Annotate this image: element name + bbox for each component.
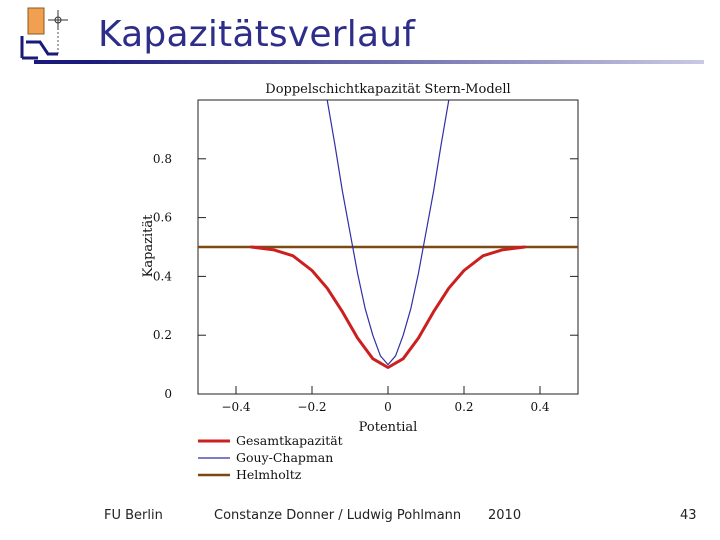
footer-authors: Constanze Donner / Ludwig Pohlmann xyxy=(214,508,462,523)
y-tick-label: 0 xyxy=(164,387,172,401)
y-tick-label: 0.2 xyxy=(153,328,172,342)
footer-year: 2010 xyxy=(488,508,522,523)
x-axis-label: Potential xyxy=(359,420,418,435)
title-underline xyxy=(34,60,704,64)
series-line-gouy-chapman xyxy=(326,100,450,366)
legend-label: Gouy-Chapman xyxy=(236,450,333,465)
chart-container: Doppelschichtkapazität Stern-Modell 0 0.2… xyxy=(130,74,590,498)
axis-ticks: 0 0.2 0.4 0.6 0.8 −0.4 −0.2 0 0.2 0.4 xyxy=(153,152,578,414)
y-tick-label: 0.6 xyxy=(153,211,172,225)
x-tick-label: −0.4 xyxy=(221,400,251,414)
page-number: 43 xyxy=(680,508,697,523)
series-line-gesamtkapazit-t xyxy=(249,245,527,369)
legend-label: Helmholtz xyxy=(236,467,302,482)
y-tick-label: 0.8 xyxy=(153,152,172,166)
x-tick-label: 0 xyxy=(384,400,392,414)
slide-title: Kapazitätsverlauf xyxy=(98,14,416,55)
legend: Gesamtkapazität Gouy-Chapman Helmholtz xyxy=(198,433,343,482)
logo-icon xyxy=(18,6,82,64)
legend-label: Gesamtkapazität xyxy=(236,433,343,448)
series-lines xyxy=(198,100,578,369)
x-tick-label: −0.2 xyxy=(297,400,326,414)
chart-title: Doppelschichtkapazität Stern-Modell xyxy=(265,82,510,97)
capacity-chart: Doppelschichtkapazität Stern-Modell 0 0.2… xyxy=(141,82,579,482)
x-tick-label: 0.2 xyxy=(454,400,473,414)
y-tick-label: 0.4 xyxy=(153,269,172,283)
footer-institution: FU Berlin xyxy=(104,508,163,523)
y-axis-label: Kapazität xyxy=(141,214,156,278)
x-tick-label: 0.4 xyxy=(530,400,549,414)
